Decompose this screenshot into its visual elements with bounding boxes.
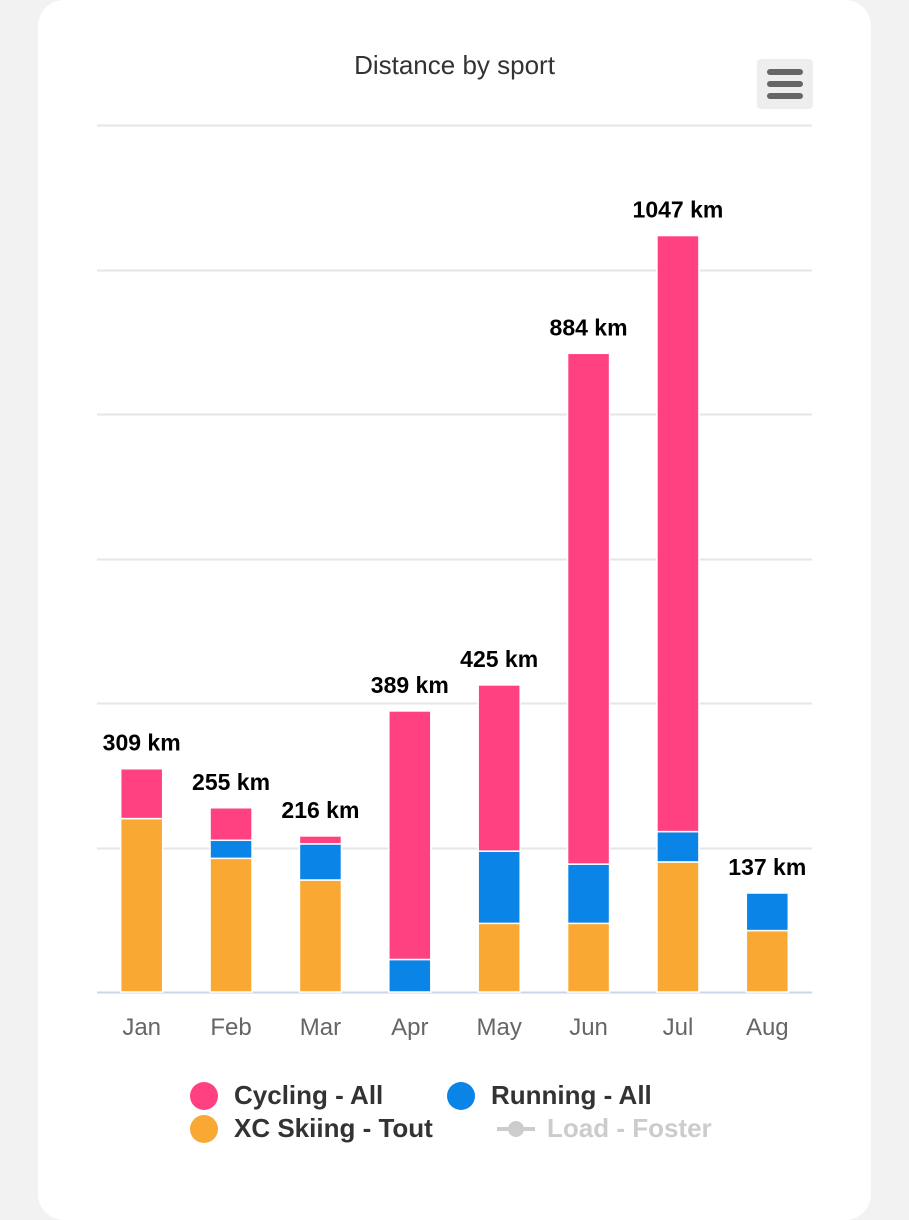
data-label: 1047 km (633, 197, 724, 223)
bar-segment-cycling-allfeb (209, 807, 253, 842)
x-tick-label: Jun (569, 1014, 608, 1041)
x-tick-label: Apr (391, 1014, 428, 1041)
data-label: 389 km (371, 672, 449, 698)
legend-item-running[interactable]: Running - All (447, 1080, 652, 1111)
running-legend-dot-icon (447, 1081, 475, 1110)
x-tick-label: May (477, 1014, 522, 1041)
cycling-legend-dot-icon (190, 1081, 218, 1110)
x-tick-label: Feb (210, 1014, 251, 1041)
chart-legend: Cycling - All Running - All XC Skiing - … (190, 1080, 790, 1160)
data-label: 425 km (460, 646, 538, 672)
legend-label-cycling: Cycling - All (234, 1080, 384, 1110)
bar-segment-running-allmay (477, 850, 521, 925)
data-label: 137 km (728, 854, 806, 880)
line-marker-icon (497, 1115, 535, 1143)
bar-segment-xc-skiing-toutmay (477, 922, 521, 993)
bar-segment-cycling-allapr (388, 710, 432, 961)
legend-item-xc-skiing[interactable]: XC Skiing - Tout (190, 1113, 433, 1144)
bar-segment-running-allapr (388, 958, 432, 993)
x-tick-label: Jan (122, 1014, 161, 1041)
bar-segment-xc-skiing-toutjul (656, 861, 700, 993)
data-label: 255 km (192, 769, 270, 795)
legend-label-running: Running - All (491, 1080, 652, 1110)
bar-segment-running-allmar (298, 843, 343, 881)
x-tick-label: Mar (300, 1014, 341, 1041)
legend-label-load-foster: Load - Foster (547, 1113, 712, 1143)
bar-segment-running-alljun (566, 863, 611, 925)
bar-segment-cycling-alljun (566, 352, 611, 865)
legend-label-xc-skiing: XC Skiing - Tout (234, 1113, 433, 1143)
bar-segment-running-alljul (656, 830, 700, 863)
bar-segment-running-allaug (745, 892, 790, 932)
data-label: 309 km (103, 730, 181, 756)
bar-segment-running-allfeb (209, 839, 253, 860)
chart-menu-button[interactable] (757, 59, 813, 109)
legend-item-load-foster[interactable]: Load - Foster (497, 1113, 712, 1144)
bar-segment-cycling-alljul (656, 234, 700, 833)
xc-skiing-legend-dot-icon (190, 1114, 218, 1143)
bar-segment-xc-skiing-toutjun (566, 922, 611, 993)
bar-segment-xc-skiing-toutmar (298, 879, 343, 993)
data-label: 884 km (550, 314, 628, 340)
bar-segment-xc-skiing-toutaug (745, 929, 790, 993)
legend-item-cycling[interactable]: Cycling - All (190, 1080, 383, 1111)
chart-title: Distance by sport (354, 50, 555, 80)
bar-segment-cycling-allmay (477, 684, 521, 852)
bar-segment-cycling-allmar (298, 835, 343, 845)
bar-segment-cycling-alljan (119, 767, 164, 820)
bar-segment-xc-skiing-toutfeb (209, 857, 253, 993)
bar-segment-xc-skiing-toutjan (119, 817, 164, 993)
x-tick-label: Jul (663, 1014, 694, 1041)
data-label: 216 km (281, 797, 359, 823)
chart-card (38, 0, 871, 1220)
x-tick-label: Aug (746, 1014, 789, 1041)
